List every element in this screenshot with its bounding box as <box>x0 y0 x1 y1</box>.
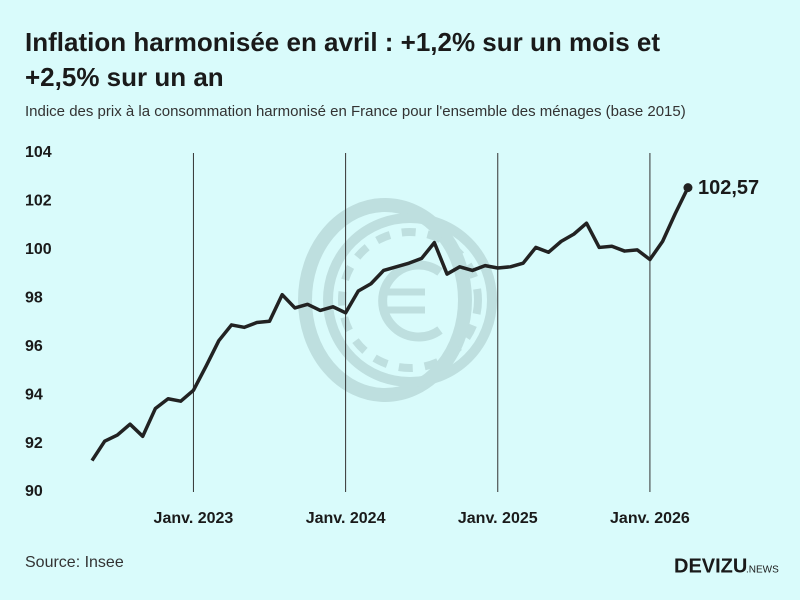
x-tick-label: Janv. 2024 <box>306 510 386 527</box>
coin-watermark <box>298 198 497 402</box>
y-tick-label: 98 <box>25 290 43 307</box>
x-tick-label: Janv. 2023 <box>154 510 234 527</box>
source: Source: Insee <box>25 554 124 571</box>
chart-title: Inflation harmonisée en avril : +1,2% su… <box>25 27 660 57</box>
y-tick-label: 90 <box>25 483 43 500</box>
y-tick-label: 92 <box>25 435 43 452</box>
x-tick-label: Janv. 2025 <box>458 510 538 527</box>
y-tick-label: 94 <box>25 386 43 403</box>
logo: DEVIZU <box>674 555 747 577</box>
y-tick-label: 104 <box>25 144 52 161</box>
y-tick-label: 102 <box>25 193 52 210</box>
chart-title: +2,5% sur un an <box>25 62 224 92</box>
end-point <box>683 183 693 193</box>
chart-subtitle: Indice des prix à la consommation harmon… <box>25 103 686 120</box>
logo-sub: .NEWS <box>746 565 779 576</box>
line <box>90 186 690 462</box>
y-tick-label: 96 <box>25 338 43 355</box>
value-label: 102,57 <box>698 177 759 199</box>
y-tick-label: 100 <box>25 241 52 258</box>
x-tick-label: Janv. 2026 <box>610 510 690 527</box>
